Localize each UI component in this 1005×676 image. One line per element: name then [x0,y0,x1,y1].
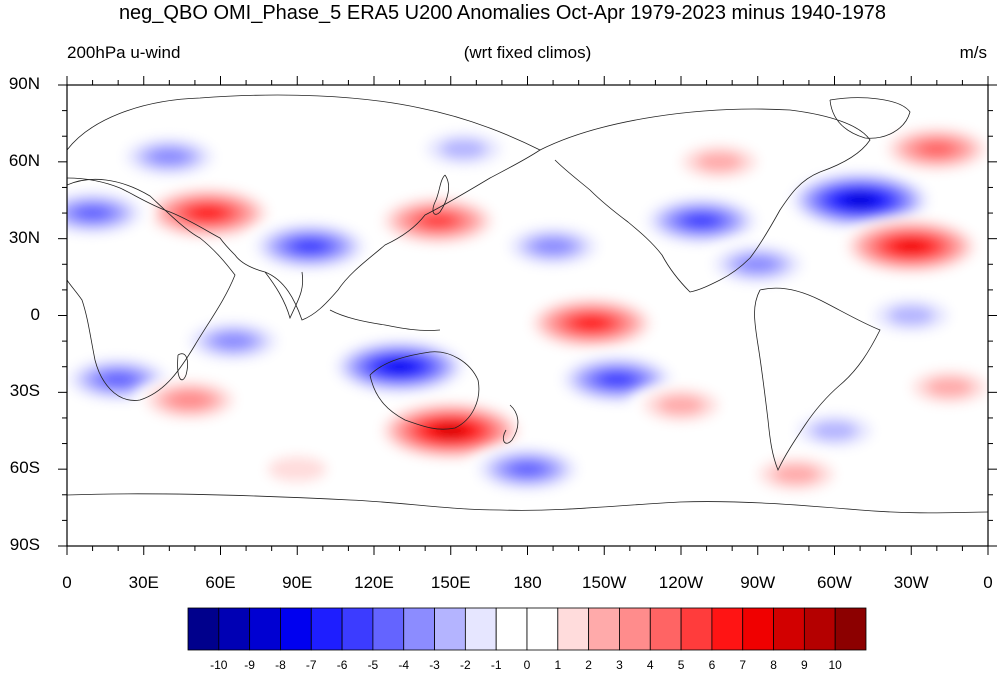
colorbar-label: 1 [554,658,562,672]
anomaly-blob [246,219,375,273]
anomaly-blob [637,194,766,248]
anomaly-blob [523,295,660,351]
colorbar-label: 6 [708,658,716,672]
longitude-label: 30E [128,573,159,592]
latitude-label: 30S [9,381,40,401]
colorbar-swatch [464,607,497,651]
latitude-label: 60S [9,458,40,478]
longitude-label: 120E [354,573,394,592]
colorbar-swatch [803,607,836,651]
latitude-label: 60N [8,150,40,170]
latitude-label: 0 [30,304,40,324]
colorbar-swatch [773,607,805,651]
colorbar-swatch [280,607,312,651]
longitude-label: 150E [430,573,471,592]
colorbar-swatch [403,607,435,651]
latitude-label: 90S [9,535,40,554]
anomaly-blob [139,185,276,241]
anomaly-blob [782,408,887,453]
colorbar-label: -2 [460,658,471,672]
colorbar-swatch [588,607,620,651]
longitude-label: 120W [658,573,704,592]
colorbar-swatch [310,607,343,651]
colorbar-label: 0 [523,658,531,672]
anomaly-blob [701,240,814,288]
longitude-label: 0 [62,573,72,592]
colorbar-label: -3 [429,658,440,672]
colorbar-swatch [649,607,682,651]
longitude-label: 90E [282,573,313,592]
colorbar-label: 9 [801,658,808,672]
colorbar-swatch [834,607,867,651]
colorbar-swatch [742,607,774,651]
anomaly-blob [177,317,290,365]
longitude-label: 90W [740,573,776,592]
colorbar-label: -6 [336,658,348,672]
colorbar-label: -7 [305,658,317,672]
colorbar-swatch [680,607,713,651]
variable-label: 200hPa u-wind [67,43,181,62]
anomaly-blob [133,376,246,424]
anomaly-blob [744,452,849,497]
colorbar-label: 7 [739,658,747,672]
colorbar-swatch [249,607,281,651]
colorbar-swatch [341,607,374,651]
colorbar-label: 3 [616,658,623,672]
colorbar-swatch [557,607,590,651]
colorbar-swatch [218,607,251,651]
longitude-label: 150W [582,573,627,592]
colorbar-label: 5 [677,658,685,672]
axis-ticks [58,76,997,555]
anomaly-blob [467,444,588,495]
longitude-label: 180 [513,573,542,592]
colorbar-label: 10 [828,658,842,672]
anomaly-blob [897,365,988,410]
longitude-label: 60E [205,573,236,592]
anomaly-blob [629,382,733,428]
colorbar-swatch [434,607,466,651]
anomaly-blob [373,194,502,248]
colorbar-label: -5 [367,658,379,672]
plot-title: neg_QBO OMI_Phase_5 ERA5 U200 Anomalies … [118,2,887,24]
colorbar-label: -9 [244,658,255,672]
colorbar-swatch [187,607,220,651]
coastlines [67,94,988,514]
subtitle: (wrt fixed climos) [463,43,592,62]
latitude-label: 30N [8,227,40,247]
colorbar-swatch [619,607,651,651]
colorbar-label: 4 [646,658,654,672]
colorbar-label: 2 [585,658,592,672]
anomaly-blob [784,169,937,231]
longitude-label: 0 [983,573,993,592]
colorbar-swatch [526,607,559,651]
anomaly-blob [327,337,472,396]
colorbar-swatch [372,607,405,651]
latitude-label: 90N [8,74,40,93]
colorbar-label: 8 [770,658,777,672]
anomaly-blob [67,188,153,239]
anomaly-blob [876,124,988,175]
anomaly-blob [249,448,346,490]
colorbar-label: -4 [398,658,410,672]
anomaly-blob [839,217,984,276]
colorbar-swatch [711,607,744,651]
colorbar-label: -1 [490,658,502,672]
anomaly-blob [113,133,226,181]
longitude-label: 60W [817,573,852,592]
anomaly-blob [667,139,772,185]
anomaly-blob [859,293,964,338]
anomaly-blob [374,400,527,462]
colorbar-swatch [495,607,528,651]
anomaly-blob [497,222,610,270]
colorbar [187,607,867,651]
anomaly-blob [411,126,516,172]
anomaly-field [67,85,988,546]
colorbar-label: -8 [275,658,286,672]
colorbar-label: -10 [210,658,228,672]
longitude-label: 30W [893,573,929,592]
units-label: m/s [959,43,987,62]
